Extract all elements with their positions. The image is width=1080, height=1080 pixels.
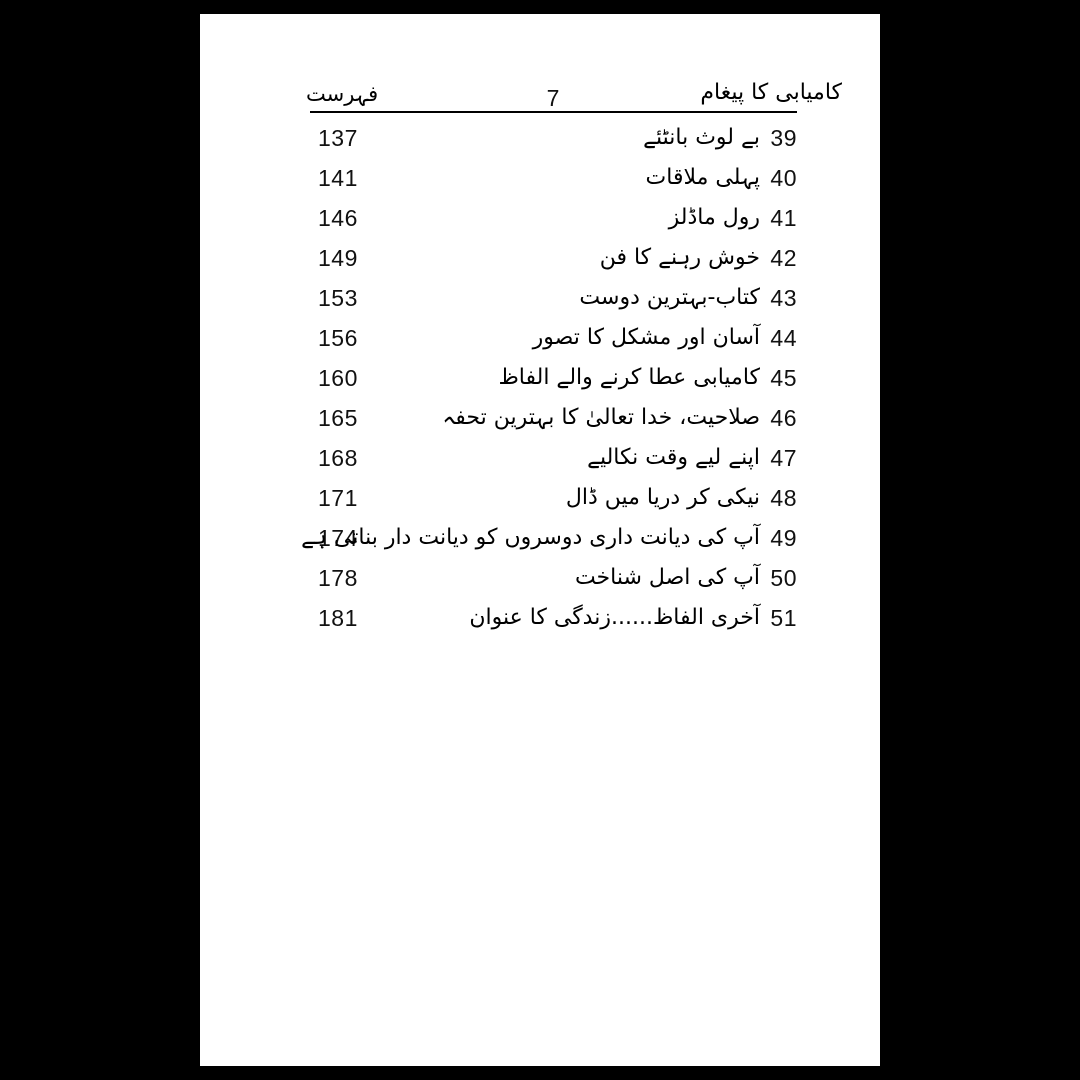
toc-row: 153 کتاب-بہترین دوست 43 (200, 278, 880, 318)
toc-chapter-number: 47 (770, 445, 797, 471)
table-of-contents: 137 بے لوث بانٹئے 39 141 پہلی ملاقات 40 … (200, 118, 880, 638)
toc-row: 141 پہلی ملاقات 40 (200, 158, 880, 198)
toc-title: آخری الفاظ......زندگی کا عنوان (469, 605, 760, 630)
toc-title: پہلی ملاقات (645, 165, 760, 190)
toc-title: اپنے لیے وقت نکالیے (587, 445, 760, 470)
toc-row: 156 آسان اور مشکل کا تصور 44 (200, 318, 880, 358)
toc-title: صلاحیت، خدا تعالیٰ کا بہترین تحفہ (442, 405, 760, 430)
toc-title: آپ کی دیانت داری دوسروں کو دیانت دار بنا… (301, 525, 760, 550)
toc-page-number: 141 (318, 165, 358, 191)
toc-title: نیکی کر دریا میں ڈال (565, 485, 760, 510)
toc-chapter-number: 42 (770, 245, 797, 271)
toc-chapter-number: 50 (770, 565, 797, 591)
toc-page-number: 137 (318, 125, 358, 151)
toc-chapter-number: 49 (770, 525, 797, 551)
header-rule (310, 111, 797, 113)
toc-chapter-number: 48 (770, 485, 797, 511)
toc-title: بے لوث بانٹئے (643, 125, 760, 150)
toc-row: 178 آپ کی اصل شناخت 50 (200, 558, 880, 598)
toc-row: 171 نیکی کر دریا میں ڈال 48 (200, 478, 880, 518)
toc-title: آپ کی اصل شناخت (574, 565, 760, 590)
toc-page-number: 165 (318, 405, 358, 431)
toc-title: رول ماڈلز (668, 205, 760, 230)
toc-row: 149 خوش رہنے کا فن 42 (200, 238, 880, 278)
toc-row: 160 کامیابی عطا کرنے والے الفاظ 45 (200, 358, 880, 398)
toc-page-number: 171 (318, 485, 358, 511)
toc-page-number: 153 (318, 285, 358, 311)
toc-page-number: 146 (318, 205, 358, 231)
toc-page-number: 181 (318, 605, 358, 631)
toc-row: 165 صلاحیت، خدا تعالیٰ کا بہترین تحفہ 46 (200, 398, 880, 438)
toc-page-number: 149 (318, 245, 358, 271)
toc-chapter-number: 51 (770, 605, 797, 631)
toc-chapter-number: 40 (770, 165, 797, 191)
toc-row: 174 آپ کی دیانت داری دوسروں کو دیانت دار… (200, 518, 880, 558)
toc-row: 181 آخری الفاظ......زندگی کا عنوان 51 (200, 598, 880, 638)
toc-chapter-number: 46 (770, 405, 797, 431)
toc-title: آسان اور مشکل کا تصور (532, 325, 760, 350)
toc-page-number: 156 (318, 325, 358, 351)
toc-row: 146 رول ماڈلز 41 (200, 198, 880, 238)
toc-page-number: 174 (318, 525, 358, 551)
header-book-title: کامیابی کا پیغام (700, 80, 842, 105)
toc-chapter-number: 45 (770, 365, 797, 391)
toc-chapter-number: 44 (770, 325, 797, 351)
toc-title: کتاب-بہترین دوست (579, 285, 760, 310)
header-section-label: فہرست (306, 82, 379, 106)
toc-chapter-number: 41 (770, 205, 797, 231)
toc-page-number: 160 (318, 365, 358, 391)
book-page: فہرست 7 کامیابی کا پیغام 137 بے لوث بانٹ… (200, 14, 880, 1066)
toc-title: خوش رہنے کا فن (599, 245, 760, 270)
toc-page-number: 168 (318, 445, 358, 471)
toc-chapter-number: 43 (770, 285, 797, 311)
toc-title: کامیابی عطا کرنے والے الفاظ (498, 365, 760, 390)
toc-chapter-number: 39 (770, 125, 797, 151)
toc-row: 168 اپنے لیے وقت نکالیے 47 (200, 438, 880, 478)
toc-row: 137 بے لوث بانٹئے 39 (200, 118, 880, 158)
header-page-number: 7 (546, 85, 560, 111)
toc-page-number: 178 (318, 565, 358, 591)
